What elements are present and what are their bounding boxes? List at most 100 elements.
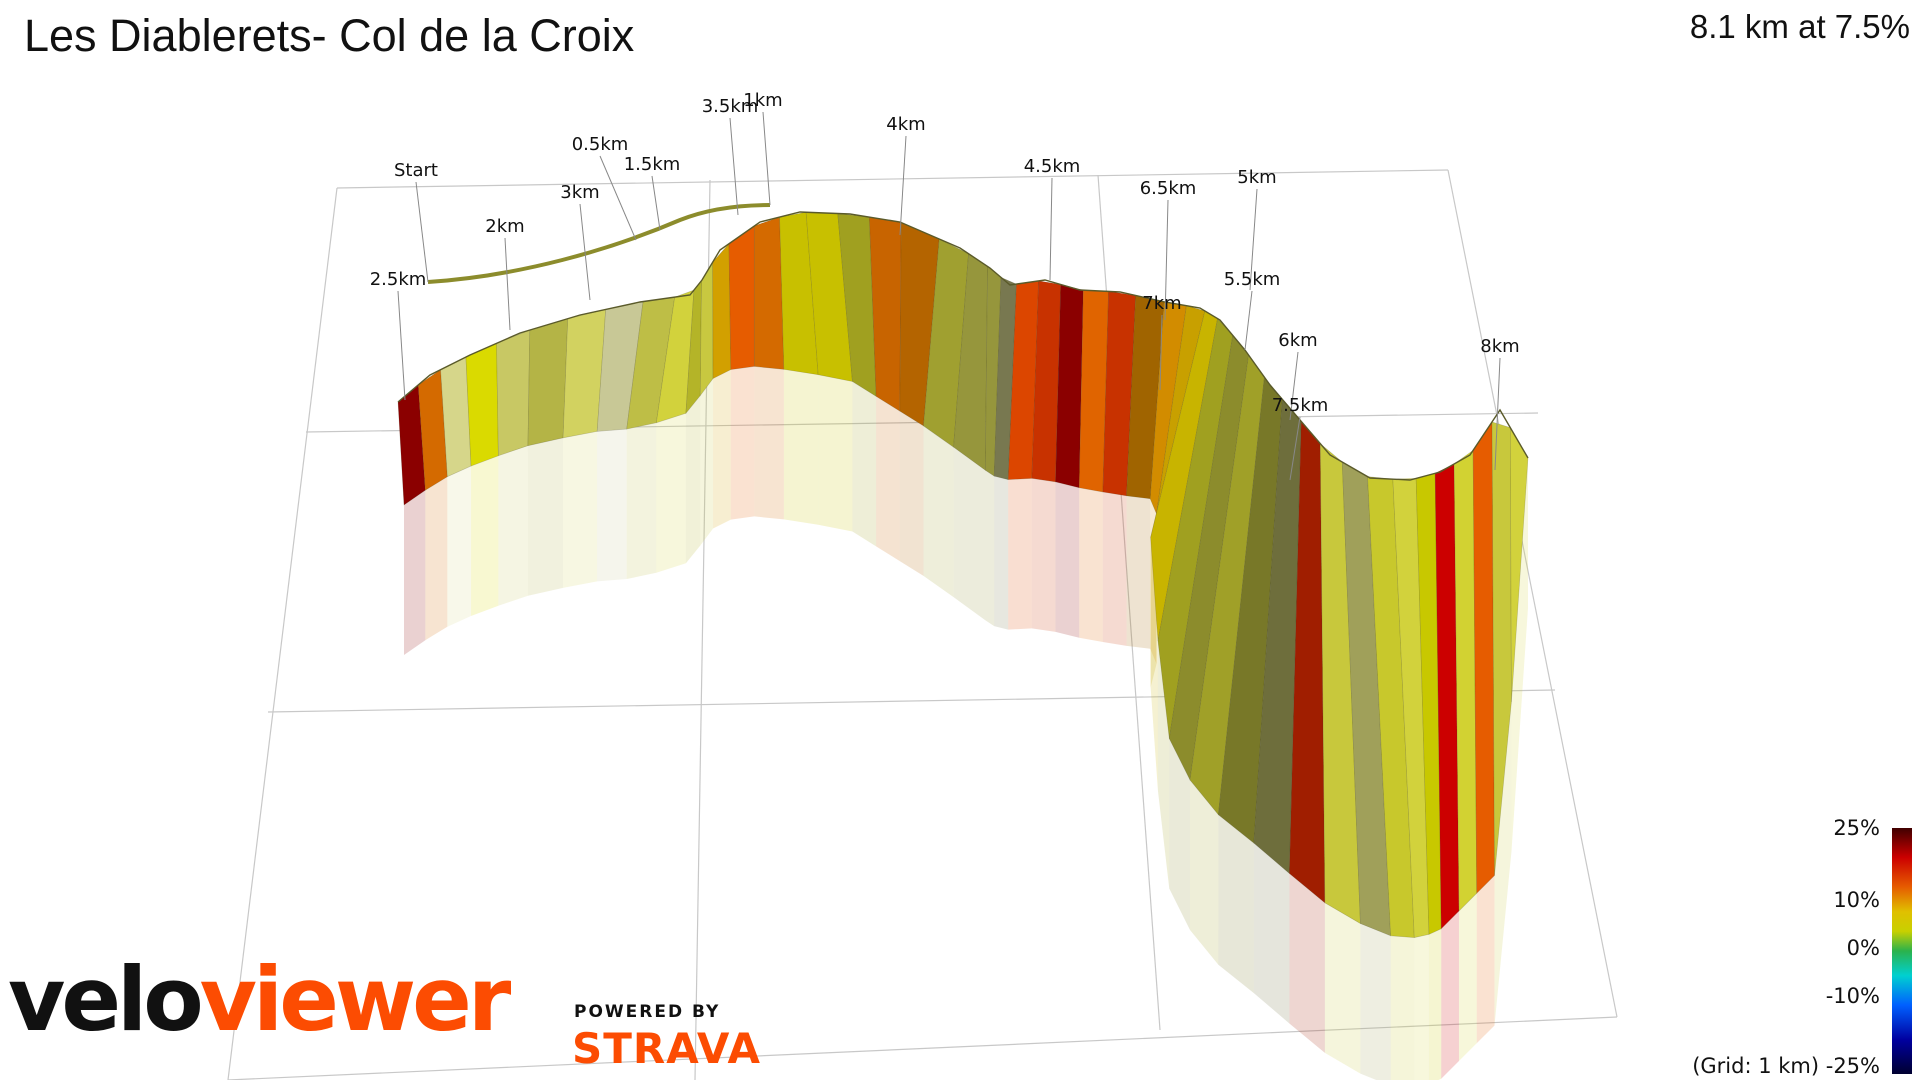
marker-label-13: 6.5km	[1140, 178, 1197, 199]
climb-summary: 8.1 km at 7.5%	[1689, 8, 1910, 45]
profile-segment-11	[699, 261, 714, 397]
distance-markers: Start 0.5km 1km 1.5km 2km 2.5km 3km 3.5km 4km 4.5…	[370, 90, 1520, 481]
profile-reflection-37	[1253, 843, 1290, 1024]
marker-label-1: 0.5km	[572, 134, 629, 155]
profile-reflection-7	[597, 429, 627, 582]
veloviewer-logo-part-b: viewer	[199, 948, 512, 1051]
profile-reflection-44	[1441, 911, 1459, 1079]
marker-leader-2	[762, 111, 771, 206]
profile-reflection-36	[1218, 814, 1254, 994]
grid-line-1	[1447, 169, 1618, 1018]
profile-reflection-1	[425, 476, 448, 641]
profile-segment-46	[1472, 420, 1495, 894]
marker-label-12: 6km	[1278, 330, 1317, 351]
grid-line-3	[227, 187, 338, 1080]
profile-start-strand	[427, 203, 771, 284]
profile-reflection-32	[1150, 537, 1158, 791]
veloviewer-logo-part-a: velo	[8, 948, 204, 1051]
profile-reflection-12	[713, 369, 731, 529]
profile-reflection-19	[899, 411, 924, 576]
marker-leader-0	[415, 181, 429, 283]
profile-segment-4	[496, 329, 531, 457]
profile-reflection-39	[1324, 902, 1361, 1074]
marker-label-2: 1km	[743, 90, 782, 111]
legend-label-grid-minus25: (Grid: 1 km) -25%	[1692, 1054, 1880, 1078]
profile-reflection-0	[404, 490, 426, 655]
profile-reflection-40	[1360, 923, 1391, 1080]
profile-reflection-15	[783, 369, 819, 525]
profile-reflection-14	[754, 366, 784, 520]
marker-leader-15	[1289, 416, 1301, 481]
marker-label-9: 4.5km	[1024, 156, 1081, 177]
marker-leader-4	[504, 237, 511, 331]
marker-leader-12	[1289, 351, 1299, 421]
profile-reflection-25	[1031, 478, 1056, 632]
profile-reflection-28	[1102, 492, 1127, 646]
marker-label-6: 3km	[560, 182, 599, 203]
grid-line-2	[227, 1016, 1618, 1080]
legend-label-0: 0%	[1846, 936, 1880, 960]
profile-reflection-33	[1157, 640, 1170, 889]
profile-reflection-48	[1511, 458, 1528, 852]
profile-reflection-8	[626, 422, 657, 580]
profile-reflection-4	[498, 445, 528, 606]
profile-reflection-29	[1126, 495, 1151, 649]
marker-leader-1	[599, 155, 637, 241]
profile-segment-14	[753, 216, 785, 370]
marker-leader-16	[1494, 357, 1501, 471]
profile-reflection-46	[1476, 875, 1495, 1044]
profile-reflection-45	[1458, 893, 1477, 1062]
profile-reflection-34	[1169, 738, 1190, 930]
marker-label-0: Start	[394, 160, 438, 181]
marker-leader-7	[729, 117, 739, 216]
profile-reflection-10	[685, 395, 701, 564]
profile-reflection-26	[1055, 481, 1080, 638]
profile-reflection-20	[923, 425, 954, 598]
profile-reflection-22	[985, 470, 995, 627]
profile-segment-26	[1055, 284, 1084, 489]
marker-leader-3	[651, 175, 661, 231]
marker-label-10: 5km	[1237, 167, 1276, 188]
profile-reflection-43	[1428, 928, 1442, 1080]
profile-reflection-3	[471, 455, 499, 617]
marker-label-15: 7.5km	[1272, 395, 1329, 416]
profile-reflection-42	[1414, 934, 1429, 1080]
marker-leader-5	[397, 290, 406, 401]
profile-reflection-24	[1008, 478, 1032, 630]
profile-reflection-23	[994, 476, 1009, 630]
grid-line-0	[336, 169, 1449, 189]
profile-reflection-18	[876, 396, 900, 562]
marker-label-4: 2km	[485, 216, 524, 237]
marker-leader-11	[1244, 290, 1253, 351]
legend-label-10: 10%	[1833, 888, 1880, 912]
legend-label-minus10: -10%	[1825, 984, 1880, 1008]
profile-top-edge	[397, 211, 1529, 481]
profile-reflection-13	[730, 366, 755, 520]
marker-label-14: 7km	[1142, 293, 1181, 314]
marker-label-7: 3.5km	[702, 96, 759, 117]
marker-leader-9	[1049, 177, 1053, 281]
marker-label-11: 5.5km	[1224, 269, 1281, 290]
marker-label-5: 2.5km	[370, 269, 427, 290]
strava-logo: STRAVA	[572, 1024, 762, 1073]
marker-label-16: 8km	[1480, 336, 1519, 357]
marker-leader-8	[899, 135, 907, 236]
profile-reflection-9	[656, 413, 686, 573]
veloviewer-logo: veloviewer	[8, 956, 511, 1044]
marker-leader-14	[1159, 314, 1163, 391]
profile-segment-13	[728, 225, 755, 370]
profile-shadow	[404, 366, 1528, 1080]
profile-reflection-47	[1494, 701, 1512, 1026]
profile-segment-5	[527, 318, 569, 447]
profile-reflection-11	[700, 378, 714, 546]
profile-reflection-17	[852, 381, 877, 547]
profile-reflection-35	[1190, 780, 1219, 965]
profile-reflection-2	[447, 466, 472, 627]
chart-title: Les Diablerets- Col de la Croix	[24, 10, 635, 61]
marker-leader-10	[1249, 188, 1258, 291]
profile-reflection-41	[1390, 935, 1415, 1080]
profile-reflection-38	[1289, 873, 1325, 1053]
marker-leader-13	[1164, 199, 1169, 321]
